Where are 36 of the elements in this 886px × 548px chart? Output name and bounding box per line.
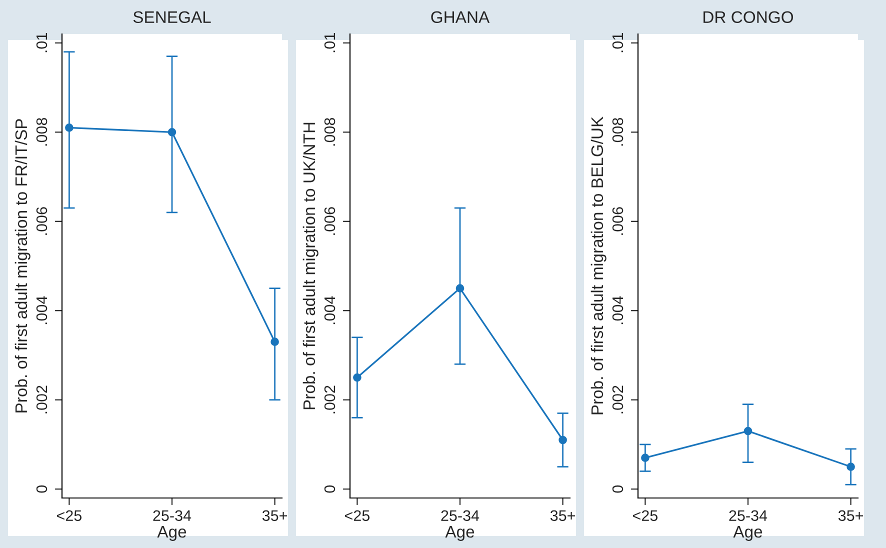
chart-title: DR CONGO	[704, 11, 794, 24]
y-tick-label: .01	[612, 33, 624, 52]
y-tick-label: 0	[36, 485, 48, 493]
y-tick-label: .01	[36, 33, 48, 52]
y-tick-label: 0	[612, 485, 624, 493]
x-tick-label: 35+	[838, 510, 864, 522]
x-axis-title: Age	[733, 526, 762, 541]
y-tick-label: .008	[324, 118, 336, 146]
y-tick-label: .006	[324, 207, 336, 235]
x-tick-label: <25	[632, 510, 658, 522]
y-axis-title: Prob. of first adult migration to BELG/UK	[590, 116, 606, 414]
x-axis-title: Age	[157, 526, 186, 541]
y-tick-label: .006	[612, 207, 624, 235]
y-tick-label: .008	[612, 118, 624, 146]
y-axis-title: Prob. of first adult migration to FR/IT/SP	[14, 119, 30, 412]
y-tick-label: .008	[36, 118, 48, 146]
y-tick-label: .002	[612, 386, 624, 414]
chart-title: SENEGAL	[133, 11, 211, 24]
y-tick-label: 0	[324, 485, 336, 493]
x-tick-label: 25-34	[153, 510, 192, 522]
y-tick-label: .004	[36, 296, 48, 324]
y-tick-label: .002	[324, 386, 336, 414]
y-tick-label: .01	[324, 33, 336, 52]
x-tick-label: 25-34	[441, 510, 480, 522]
y-tick-label: .002	[36, 386, 48, 414]
x-tick-label: 35+	[550, 510, 576, 522]
x-tick-label: 25-34	[729, 510, 768, 522]
y-tick-label: .004	[612, 296, 624, 324]
y-axis-title: Prob. of first adult migration to UK/NTH	[302, 122, 318, 410]
x-tick-label: <25	[56, 510, 82, 522]
x-tick-label: <25	[344, 510, 370, 522]
x-axis-title: Age	[445, 526, 474, 541]
y-tick-label: .004	[324, 296, 336, 324]
chart-title: GHANA	[431, 11, 490, 24]
y-tick-label: .006	[36, 207, 48, 235]
x-tick-label: 35+	[262, 510, 288, 522]
